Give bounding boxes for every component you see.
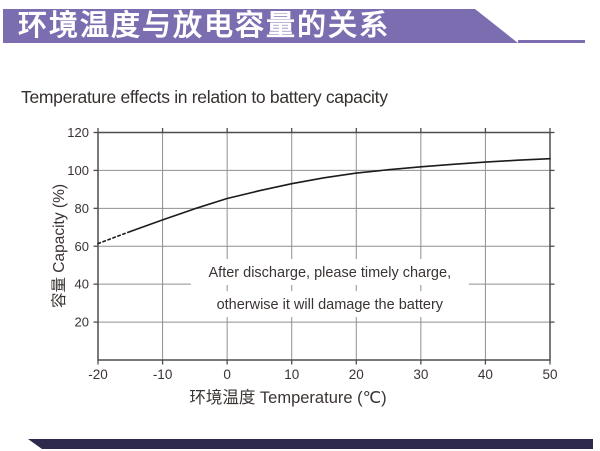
x-tick-label: 40 <box>478 367 493 382</box>
y-tick-label: 80 <box>75 201 89 216</box>
section-header-title: 环境温度与放电容量的关系 <box>18 10 391 42</box>
y-tick-label: 20 <box>75 315 89 330</box>
x-axis-label: 环境温度 Temperature (℃) <box>189 389 387 407</box>
annotation-text: otherwise it will damage the battery <box>217 297 444 313</box>
section-header-rule <box>518 40 585 43</box>
y-tick-label: 120 <box>67 125 89 140</box>
x-tick-label: -20 <box>88 367 108 382</box>
annotation-text: After discharge, please timely charge, <box>209 265 452 281</box>
x-tick-label: -10 <box>153 367 173 382</box>
capacity-curve-dotted <box>97 230 132 245</box>
x-tick-label: 0 <box>223 367 231 382</box>
annotation-mask <box>197 291 462 318</box>
plot-frame <box>97 131 551 361</box>
annotation-mask <box>190 259 469 286</box>
x-tick-label: 50 <box>542 367 557 382</box>
y-tick-label: 40 <box>75 277 89 292</box>
x-tick-label: 30 <box>413 367 428 382</box>
x-tick-label: 20 <box>349 367 364 382</box>
y-tick-label: 100 <box>67 163 89 178</box>
chart-title: Temperature effects in relation to batte… <box>21 87 388 107</box>
footer-bar <box>28 439 593 449</box>
section-header-banner: 环境温度与放电容量的关系 <box>3 9 518 43</box>
capacity-curve-solid <box>129 157 551 233</box>
y-axis-label: 容量 Capacity (%) <box>51 183 68 309</box>
y-tick-label: 60 <box>75 239 89 254</box>
x-tick-label: 10 <box>284 367 299 382</box>
